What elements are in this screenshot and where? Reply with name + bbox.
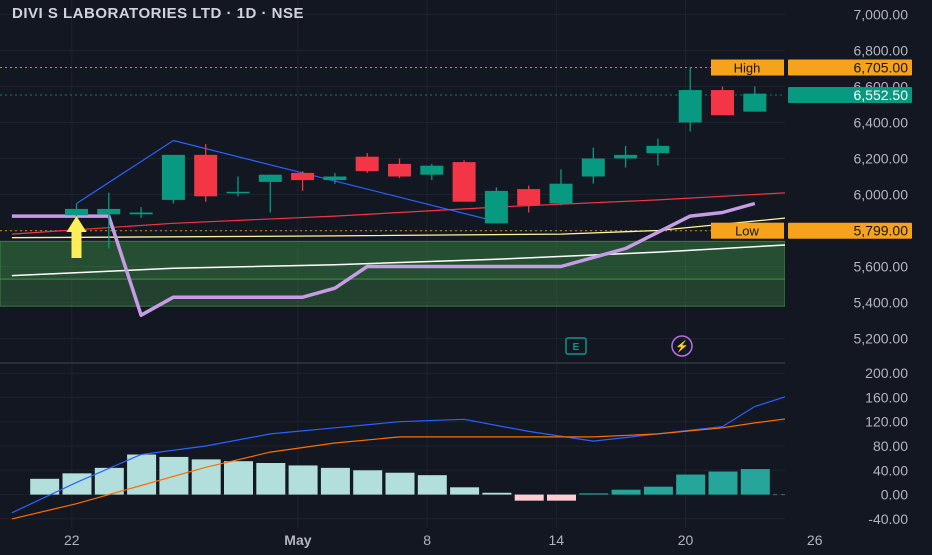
- histogram-bar: [676, 474, 706, 495]
- candle-body: [323, 176, 347, 181]
- high-value-box: [788, 59, 912, 76]
- histogram-bar: [547, 494, 576, 501]
- high-value: 6,705.00: [854, 60, 909, 76]
- candle-body: [743, 93, 767, 112]
- candle-body: [420, 165, 444, 175]
- candle-body: [291, 172, 315, 181]
- candle-body: [194, 154, 218, 197]
- low-label: Low: [735, 224, 759, 239]
- price-tick-label: 6,200.00: [854, 150, 909, 166]
- histogram-bar: [94, 467, 124, 495]
- low-value-box: [788, 222, 912, 239]
- price-tick-label: 5,200.00: [854, 331, 909, 347]
- histogram-bar: [320, 467, 350, 495]
- candle-body: [711, 90, 734, 116]
- candle-body: [484, 190, 508, 224]
- histogram-bar: [224, 461, 253, 495]
- macd-line: [11, 389, 820, 514]
- red-moving-average: [11, 192, 788, 235]
- candle-body: [226, 191, 250, 194]
- histogram-bar: [417, 475, 447, 495]
- signal-line: [11, 413, 820, 520]
- date-tick-label: 8: [423, 532, 431, 548]
- earnings-icon: [565, 337, 587, 355]
- candle-body: [355, 156, 379, 172]
- low-value: 5,799.00: [854, 223, 909, 239]
- histogram-bar: [353, 470, 383, 495]
- candle-body: [65, 208, 88, 216]
- histogram-bar: [62, 473, 92, 495]
- candle-body: [161, 154, 185, 200]
- price-tick-label: 7,000.00: [854, 6, 909, 22]
- high-label: High: [734, 61, 761, 76]
- histogram-bar: [450, 487, 480, 495]
- macd-tick-label: 80.00: [873, 438, 908, 454]
- macd-tick-label: 160.00: [865, 389, 908, 405]
- earnings-icon-label: E: [573, 342, 580, 353]
- date-tick-label: May: [284, 532, 311, 548]
- candle-body: [452, 162, 476, 202]
- price-tick-label: 6,800.00: [854, 42, 909, 58]
- histogram-bar: [288, 465, 318, 495]
- macd-tick-label: 0.00: [881, 487, 908, 503]
- candle-body: [581, 158, 605, 177]
- histogram-bar: [482, 492, 512, 495]
- price-tick-label: 6,000.00: [854, 187, 909, 203]
- candle-body: [258, 174, 282, 182]
- date-tick-label: 20: [678, 532, 694, 548]
- candle-body: [517, 189, 541, 206]
- date-tick-label: 14: [549, 532, 565, 548]
- chart-title: DIVI S LABORATORIES LTD · 1D · NSE: [12, 5, 305, 22]
- price-tick-label: 5,400.00: [854, 295, 909, 311]
- low-label-box: [711, 222, 784, 239]
- candle-body: [614, 154, 638, 159]
- histogram-bar: [579, 493, 609, 495]
- last-price-value-box: [788, 87, 912, 104]
- candle-body: [549, 183, 573, 204]
- histogram-bar: [611, 489, 641, 495]
- candle-body: [129, 212, 153, 215]
- histogram-bar: [643, 486, 673, 495]
- white-moving-average: [11, 244, 788, 277]
- last-price-value: 6,552.50: [854, 87, 909, 103]
- purple-trailing-stop: [11, 201, 756, 317]
- date-tick-label: 22: [64, 532, 80, 548]
- macd-tick-label: 120.00: [865, 414, 908, 430]
- candle-body: [678, 90, 702, 123]
- date-tick-label: 26: [807, 532, 823, 548]
- price-tick-label: 5,600.00: [854, 259, 909, 275]
- dividend-icon: [671, 335, 693, 357]
- buy-signal-arrow: [66, 216, 87, 258]
- yellow-moving-average: [11, 217, 788, 239]
- price-tick-label: 6,400.00: [854, 114, 909, 130]
- candle-body: [97, 208, 121, 215]
- support-zone-band: [0, 241, 785, 280]
- histogram-bar: [514, 494, 544, 501]
- macd-tick-label: 200.00: [865, 365, 908, 381]
- candle-body: [388, 163, 411, 177]
- zigzag-line: [76, 139, 497, 223]
- histogram-bar: [256, 463, 286, 495]
- histogram-bar: [385, 472, 415, 495]
- histogram-bar: [708, 471, 738, 495]
- dividend-icon-label: ⚡: [675, 340, 689, 353]
- histogram-bar: [740, 469, 770, 495]
- candle-body: [646, 145, 670, 154]
- macd-tick-label: -40.00: [868, 511, 908, 527]
- histogram-bar: [30, 478, 60, 495]
- high-label-box: [711, 59, 784, 76]
- macd-tick-label: 40.00: [873, 462, 908, 478]
